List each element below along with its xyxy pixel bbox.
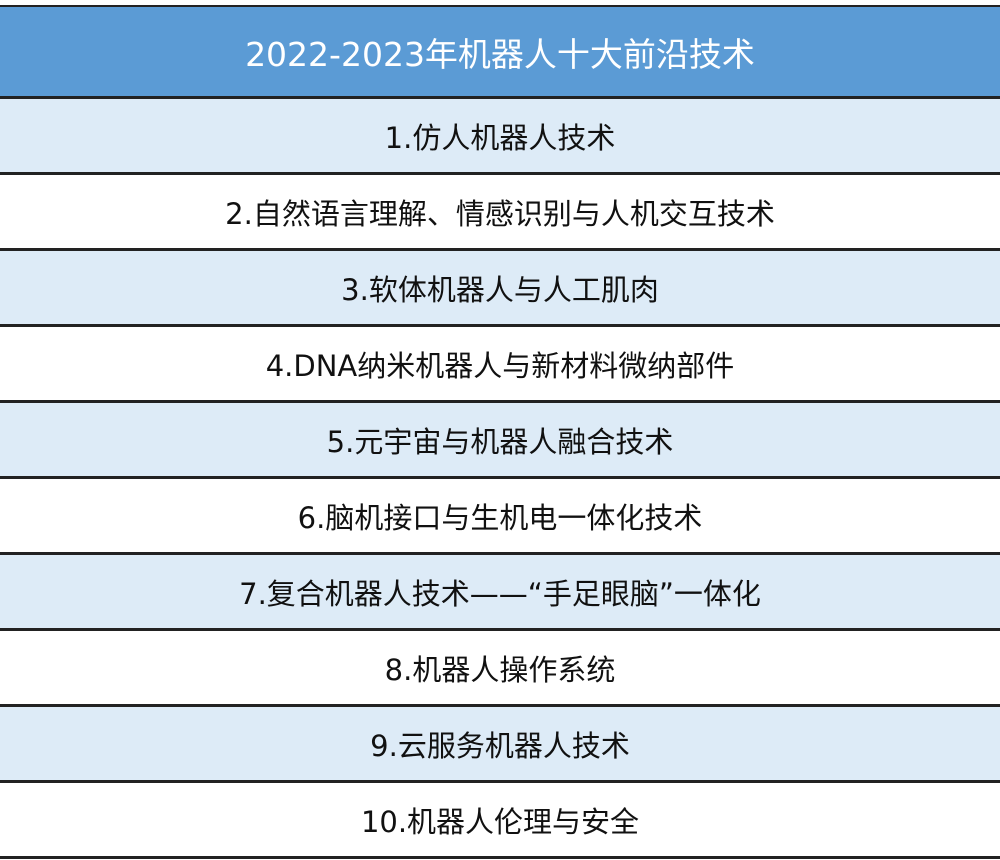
table-row: 1.仿人机器人技术 (0, 99, 1000, 175)
table-row: 10.机器人伦理与安全 (0, 783, 1000, 859)
table-row: 4.DNA纳米机器人与新材料微纳部件 (0, 327, 1000, 403)
table-row: 8.机器人操作系统 (0, 631, 1000, 707)
tech-table: 2022-2023年机器人十大前沿技术 1.仿人机器人技术 2.自然语言理解、情感… (0, 5, 1000, 859)
table-row: 7.复合机器人技术——“手足眼脑”一体化 (0, 555, 1000, 631)
table-row: 6.脑机接口与生机电一体化技术 (0, 479, 1000, 555)
table-row: 9.云服务机器人技术 (0, 707, 1000, 783)
table-row: 5.元宇宙与机器人融合技术 (0, 403, 1000, 479)
table-row: 2.自然语言理解、情感识别与人机交互技术 (0, 175, 1000, 251)
table-title: 2022-2023年机器人十大前沿技术 (0, 7, 1000, 99)
table-row: 3.软体机器人与人工肌肉 (0, 251, 1000, 327)
